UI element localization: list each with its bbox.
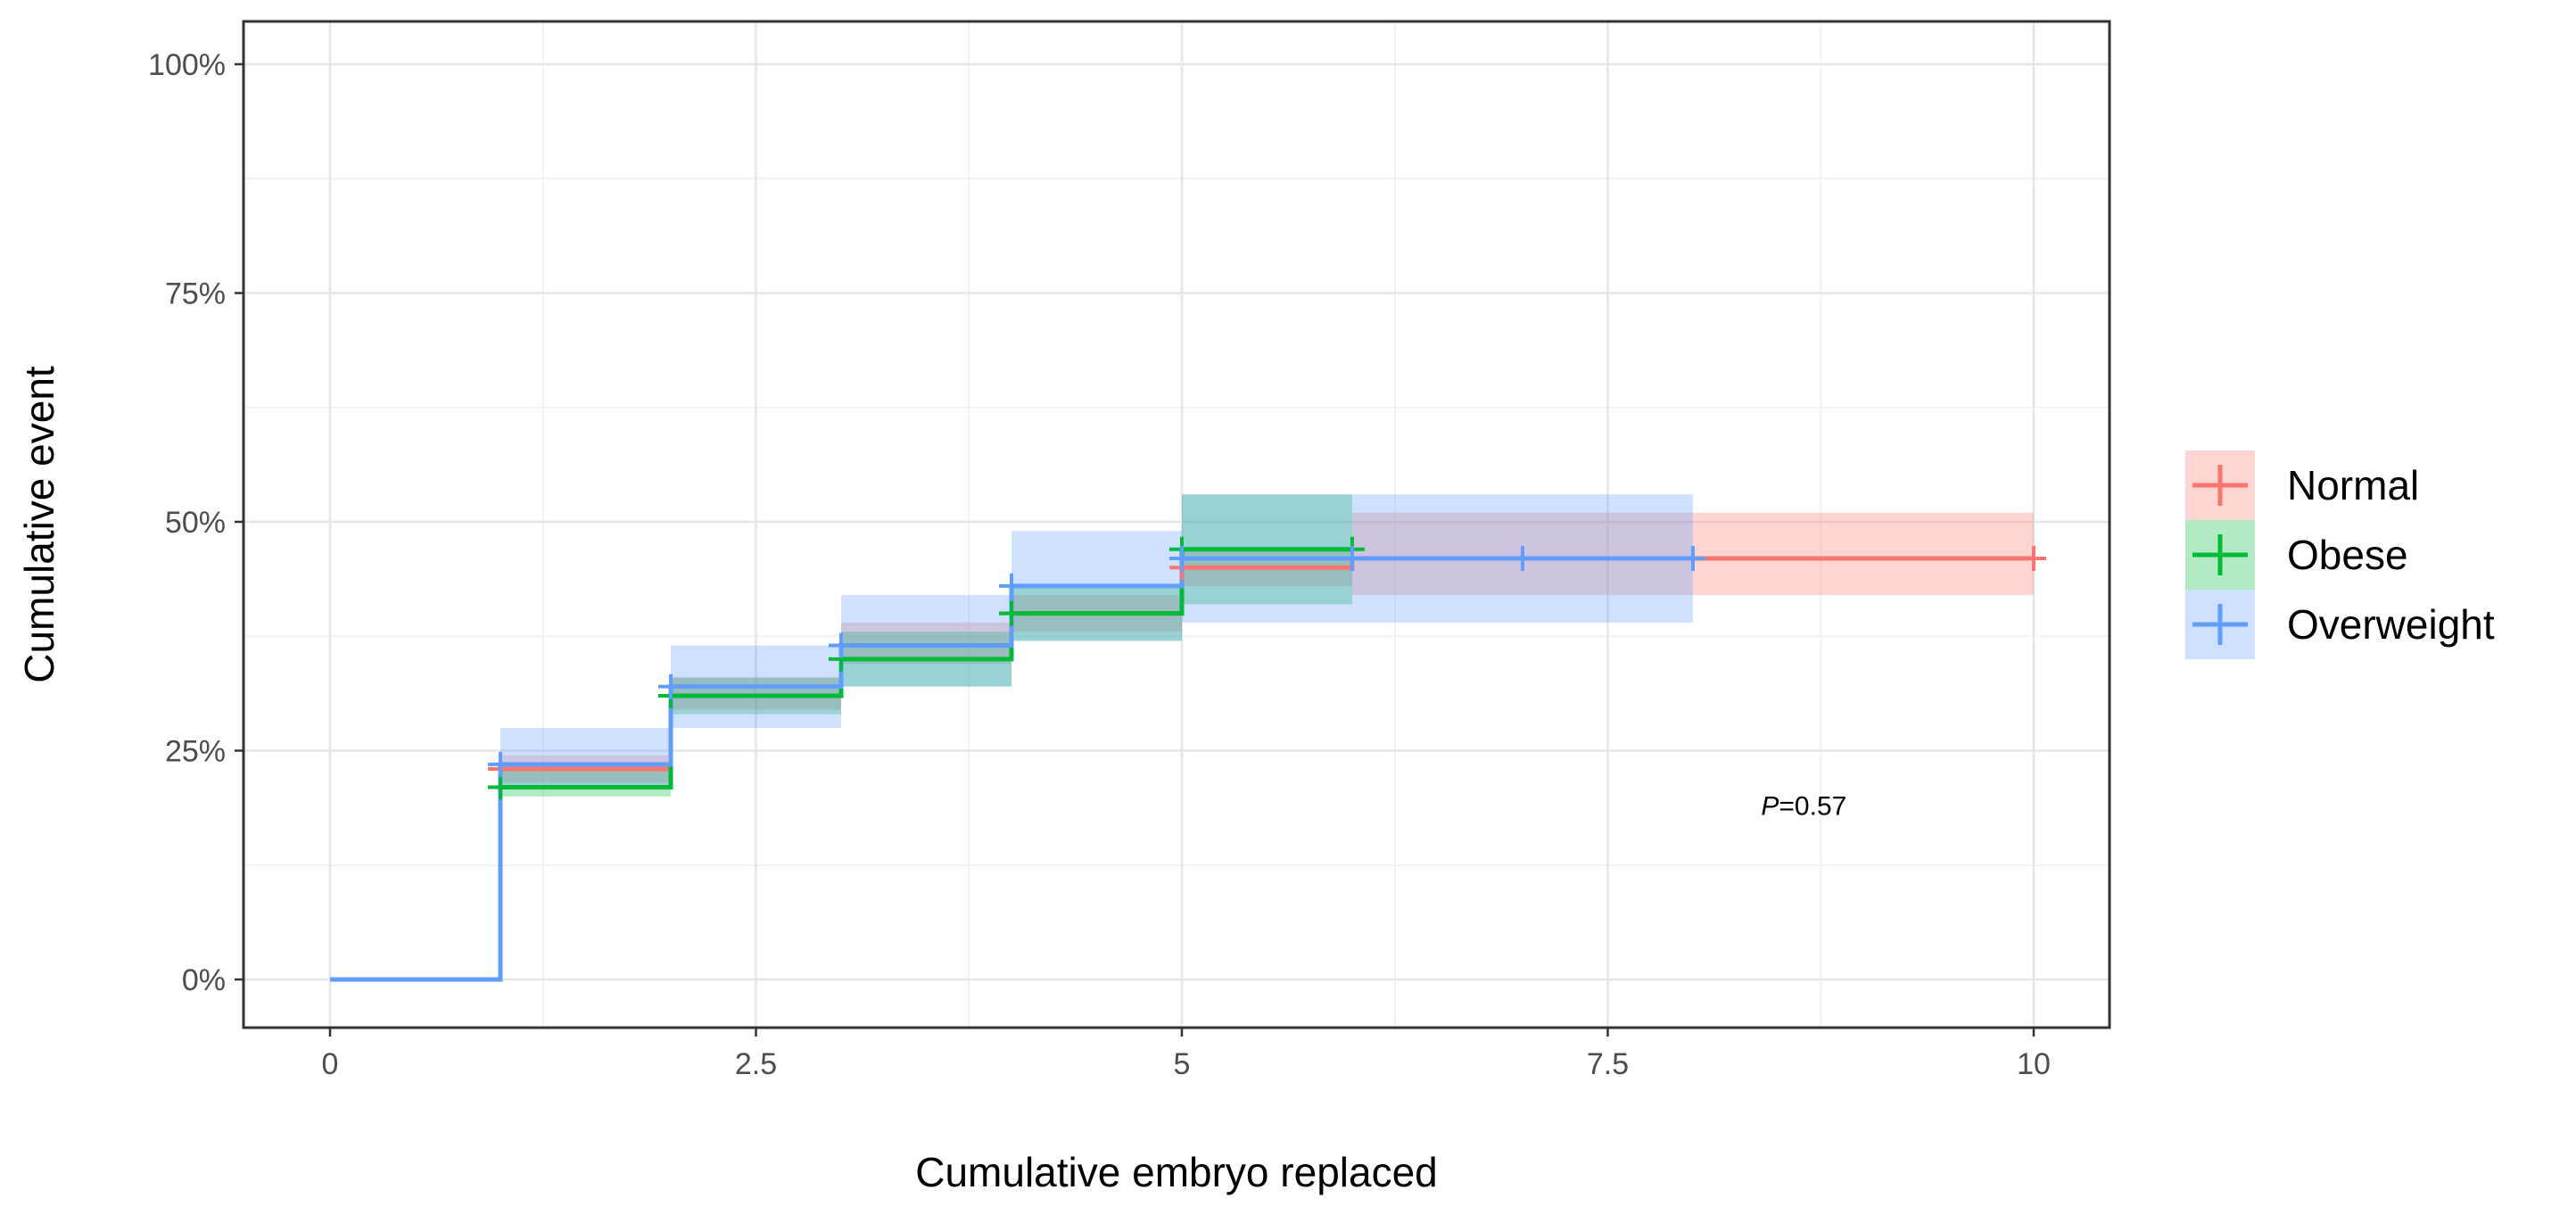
confidence-band-obese xyxy=(330,494,1352,979)
y-tick-label: 50% xyxy=(165,506,226,540)
major-gridlines xyxy=(244,21,2110,1028)
legend-item-normal: Normal xyxy=(2185,450,2419,520)
censor-mark-overweight xyxy=(999,573,1024,599)
censor-mark-overweight xyxy=(1680,546,1705,572)
p-value-annotation: P=0.57 xyxy=(1761,791,1846,821)
censor-mark-overweight xyxy=(488,751,513,777)
censor-mark-overweight xyxy=(658,673,683,699)
censor-mark-overweight xyxy=(1510,546,1535,572)
censor-mark-obese xyxy=(488,774,513,800)
x-tick-label: 2.5 xyxy=(735,1047,777,1081)
censor-mark-overweight xyxy=(1169,546,1194,572)
legend: Normal Obese Overweight xyxy=(2185,450,2495,659)
legend-label-overweight: Overweight xyxy=(2287,601,2495,648)
plot-panel: P=0.57 xyxy=(242,20,2111,1029)
censor-mark-overweight xyxy=(829,632,854,658)
x-tick-label: 5 xyxy=(1174,1047,1191,1081)
censor-mark-normal xyxy=(2021,546,2046,572)
legend-item-obese: Obese xyxy=(2185,520,2408,590)
plot-border xyxy=(242,20,2111,1029)
y-tick-label: 25% xyxy=(165,735,226,769)
x-tick-label: 7.5 xyxy=(1587,1047,1629,1081)
censor-mark-overweight xyxy=(1340,546,1365,572)
y-axis-ticks: 0% 25% 50% 75% 100% xyxy=(148,48,244,997)
plot-background xyxy=(244,21,2110,1028)
legend-label-obese: Obese xyxy=(2287,532,2408,578)
y-tick-label: 100% xyxy=(148,48,226,82)
censor-marks xyxy=(488,536,2046,800)
minor-gridlines xyxy=(244,21,2110,1028)
y-tick-label: 0% xyxy=(182,963,226,997)
x-tick-label: 10 xyxy=(2017,1047,2051,1081)
x-axis-ticks: 0 2.5 5 7.5 10 xyxy=(322,1028,2051,1081)
confidence-band-overweight xyxy=(330,494,1693,979)
y-axis-title: Cumulative event xyxy=(16,366,62,683)
x-tick-label: 0 xyxy=(322,1047,339,1081)
legend-label-normal: Normal xyxy=(2287,462,2419,508)
legend-item-overweight: Overweight xyxy=(2185,590,2495,659)
x-axis-title: Cumulative embryo replaced xyxy=(915,1149,1438,1195)
censor-mark-obese xyxy=(999,600,1024,626)
y-tick-label: 75% xyxy=(165,277,226,311)
